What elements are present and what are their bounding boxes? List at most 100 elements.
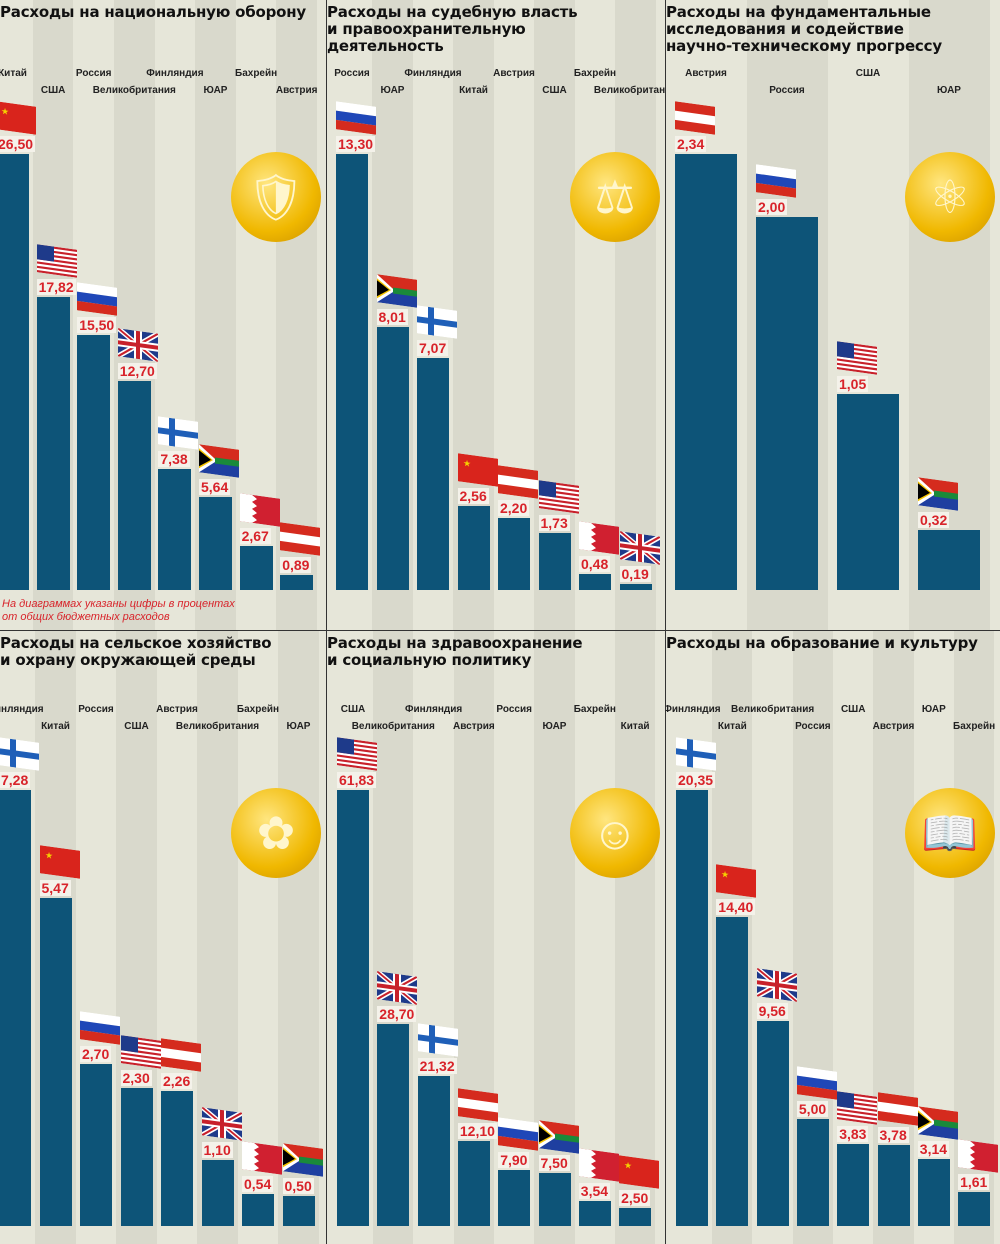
bar bbox=[619, 583, 652, 590]
category-label: Финляндия bbox=[666, 704, 721, 715]
category-label: Россия bbox=[769, 85, 805, 96]
bar bbox=[239, 546, 273, 590]
category-label: ЮАР bbox=[542, 721, 567, 732]
column-stripe bbox=[278, 631, 319, 1244]
bar bbox=[457, 506, 490, 590]
category-label: США bbox=[124, 721, 149, 732]
chart-panel: Расходы на судебную власть и правоохрани… bbox=[327, 0, 665, 630]
book-icon: 📖 bbox=[905, 788, 995, 878]
flag-icon bbox=[36, 243, 77, 278]
bar bbox=[377, 1023, 410, 1226]
flag-icon bbox=[77, 282, 118, 316]
flag-icon bbox=[0, 737, 39, 771]
category-label: Финляндия bbox=[146, 68, 204, 79]
bar bbox=[80, 1064, 112, 1226]
flag-icon bbox=[282, 1143, 323, 1177]
flag-icon bbox=[116, 326, 160, 364]
flag-icon bbox=[958, 1138, 999, 1173]
bar bbox=[958, 1191, 991, 1226]
value-label: 15,50 bbox=[77, 316, 117, 333]
value-label: 2,70 bbox=[80, 1046, 112, 1063]
bar bbox=[578, 1201, 611, 1226]
bar bbox=[716, 917, 749, 1226]
category-label: Финляндия bbox=[404, 704, 463, 715]
value-label: 21,32 bbox=[417, 1057, 457, 1074]
value-label: 2,00 bbox=[756, 199, 788, 216]
bar bbox=[796, 1118, 829, 1226]
sunflower-icon: ✿ bbox=[231, 788, 321, 878]
flag-icon bbox=[538, 1120, 579, 1154]
value-label: 8,01 bbox=[376, 309, 408, 326]
flag-icon bbox=[796, 1066, 837, 1100]
flag-icon bbox=[579, 521, 619, 556]
value-label: 7,50 bbox=[538, 1155, 570, 1172]
value-label: 14,40 bbox=[716, 899, 756, 916]
chart-title: Расходы на судебную власть и правоохрани… bbox=[327, 3, 578, 55]
flag-icon bbox=[336, 101, 376, 135]
flag-icon bbox=[837, 341, 877, 376]
bar bbox=[837, 394, 899, 590]
flag-icon: ★ bbox=[457, 453, 498, 487]
bar bbox=[538, 533, 571, 590]
flag-icon bbox=[120, 1035, 161, 1070]
atom-icon: ⚛ bbox=[905, 152, 995, 242]
flag-icon bbox=[199, 444, 239, 479]
bar bbox=[917, 1158, 950, 1226]
category-label: Россия bbox=[795, 721, 831, 732]
flag-icon bbox=[756, 164, 796, 199]
column-stripe bbox=[574, 631, 615, 1244]
svg-text:★: ★ bbox=[463, 458, 471, 469]
bar bbox=[918, 530, 980, 590]
category-label: Финляндия bbox=[0, 704, 44, 715]
bar bbox=[837, 1143, 870, 1226]
category-label: Бахрейн bbox=[573, 704, 616, 715]
human-figure-icon: ☺ bbox=[570, 788, 660, 878]
svg-text:★: ★ bbox=[1, 106, 9, 117]
category-label: Россия bbox=[334, 68, 370, 79]
bar bbox=[280, 575, 314, 590]
flag-icon bbox=[242, 1140, 282, 1175]
bar bbox=[336, 154, 368, 590]
category-label: США bbox=[542, 85, 567, 96]
value-label: 3,83 bbox=[837, 1125, 869, 1142]
flag-icon bbox=[917, 1105, 958, 1140]
category-label: Россия bbox=[75, 68, 112, 79]
chart-panel: Расходы на сельское хозяйство и охрану о… bbox=[0, 631, 326, 1244]
value-label: 0,54 bbox=[242, 1175, 274, 1192]
chart-title: Расходы на фундаментальные исследования … bbox=[666, 3, 942, 55]
chart-title: Расходы на сельское хозяйство и охрану о… bbox=[0, 634, 272, 669]
chart-panel: Расходы на национальную оборону 🛡 26,50 ★ Ки… bbox=[0, 0, 326, 630]
value-label: 17,82 bbox=[36, 278, 76, 295]
flag-icon bbox=[837, 1091, 878, 1125]
value-label: 12,10 bbox=[457, 1122, 497, 1139]
bar bbox=[0, 154, 29, 590]
category-label: Китай bbox=[620, 721, 650, 732]
value-label: 2,20 bbox=[498, 499, 530, 516]
category-label: США bbox=[340, 704, 366, 715]
bar bbox=[417, 358, 449, 590]
value-label: 2,26 bbox=[161, 1072, 193, 1089]
value-label: 5,00 bbox=[796, 1100, 829, 1117]
flag-icon: ★ bbox=[619, 1155, 660, 1190]
category-label: США bbox=[840, 704, 866, 715]
flag-icon bbox=[676, 737, 716, 771]
svg-text:★: ★ bbox=[624, 1160, 632, 1171]
category-label: Великобритания bbox=[731, 704, 815, 715]
chart-panel: Расходы на фундаментальные исследования … bbox=[666, 0, 1000, 630]
column-stripe bbox=[615, 0, 656, 630]
value-label: 0,50 bbox=[282, 1178, 314, 1195]
category-label: Австрия bbox=[493, 68, 535, 79]
column-stripe bbox=[614, 631, 656, 1244]
flag-icon: ★ bbox=[716, 864, 757, 899]
bar bbox=[676, 790, 708, 1226]
flag-icon bbox=[417, 1022, 458, 1057]
value-label: 61,83 bbox=[337, 772, 377, 788]
flag-icon bbox=[337, 737, 377, 771]
flag-icon bbox=[578, 1148, 619, 1182]
value-label: 26,50 bbox=[0, 136, 36, 152]
flag-icon bbox=[877, 1092, 918, 1126]
category-label: Великобритания bbox=[593, 85, 665, 96]
category-label: ЮАР bbox=[921, 704, 946, 715]
value-label: 2,34 bbox=[675, 136, 707, 152]
value-label: 2,56 bbox=[457, 488, 489, 505]
